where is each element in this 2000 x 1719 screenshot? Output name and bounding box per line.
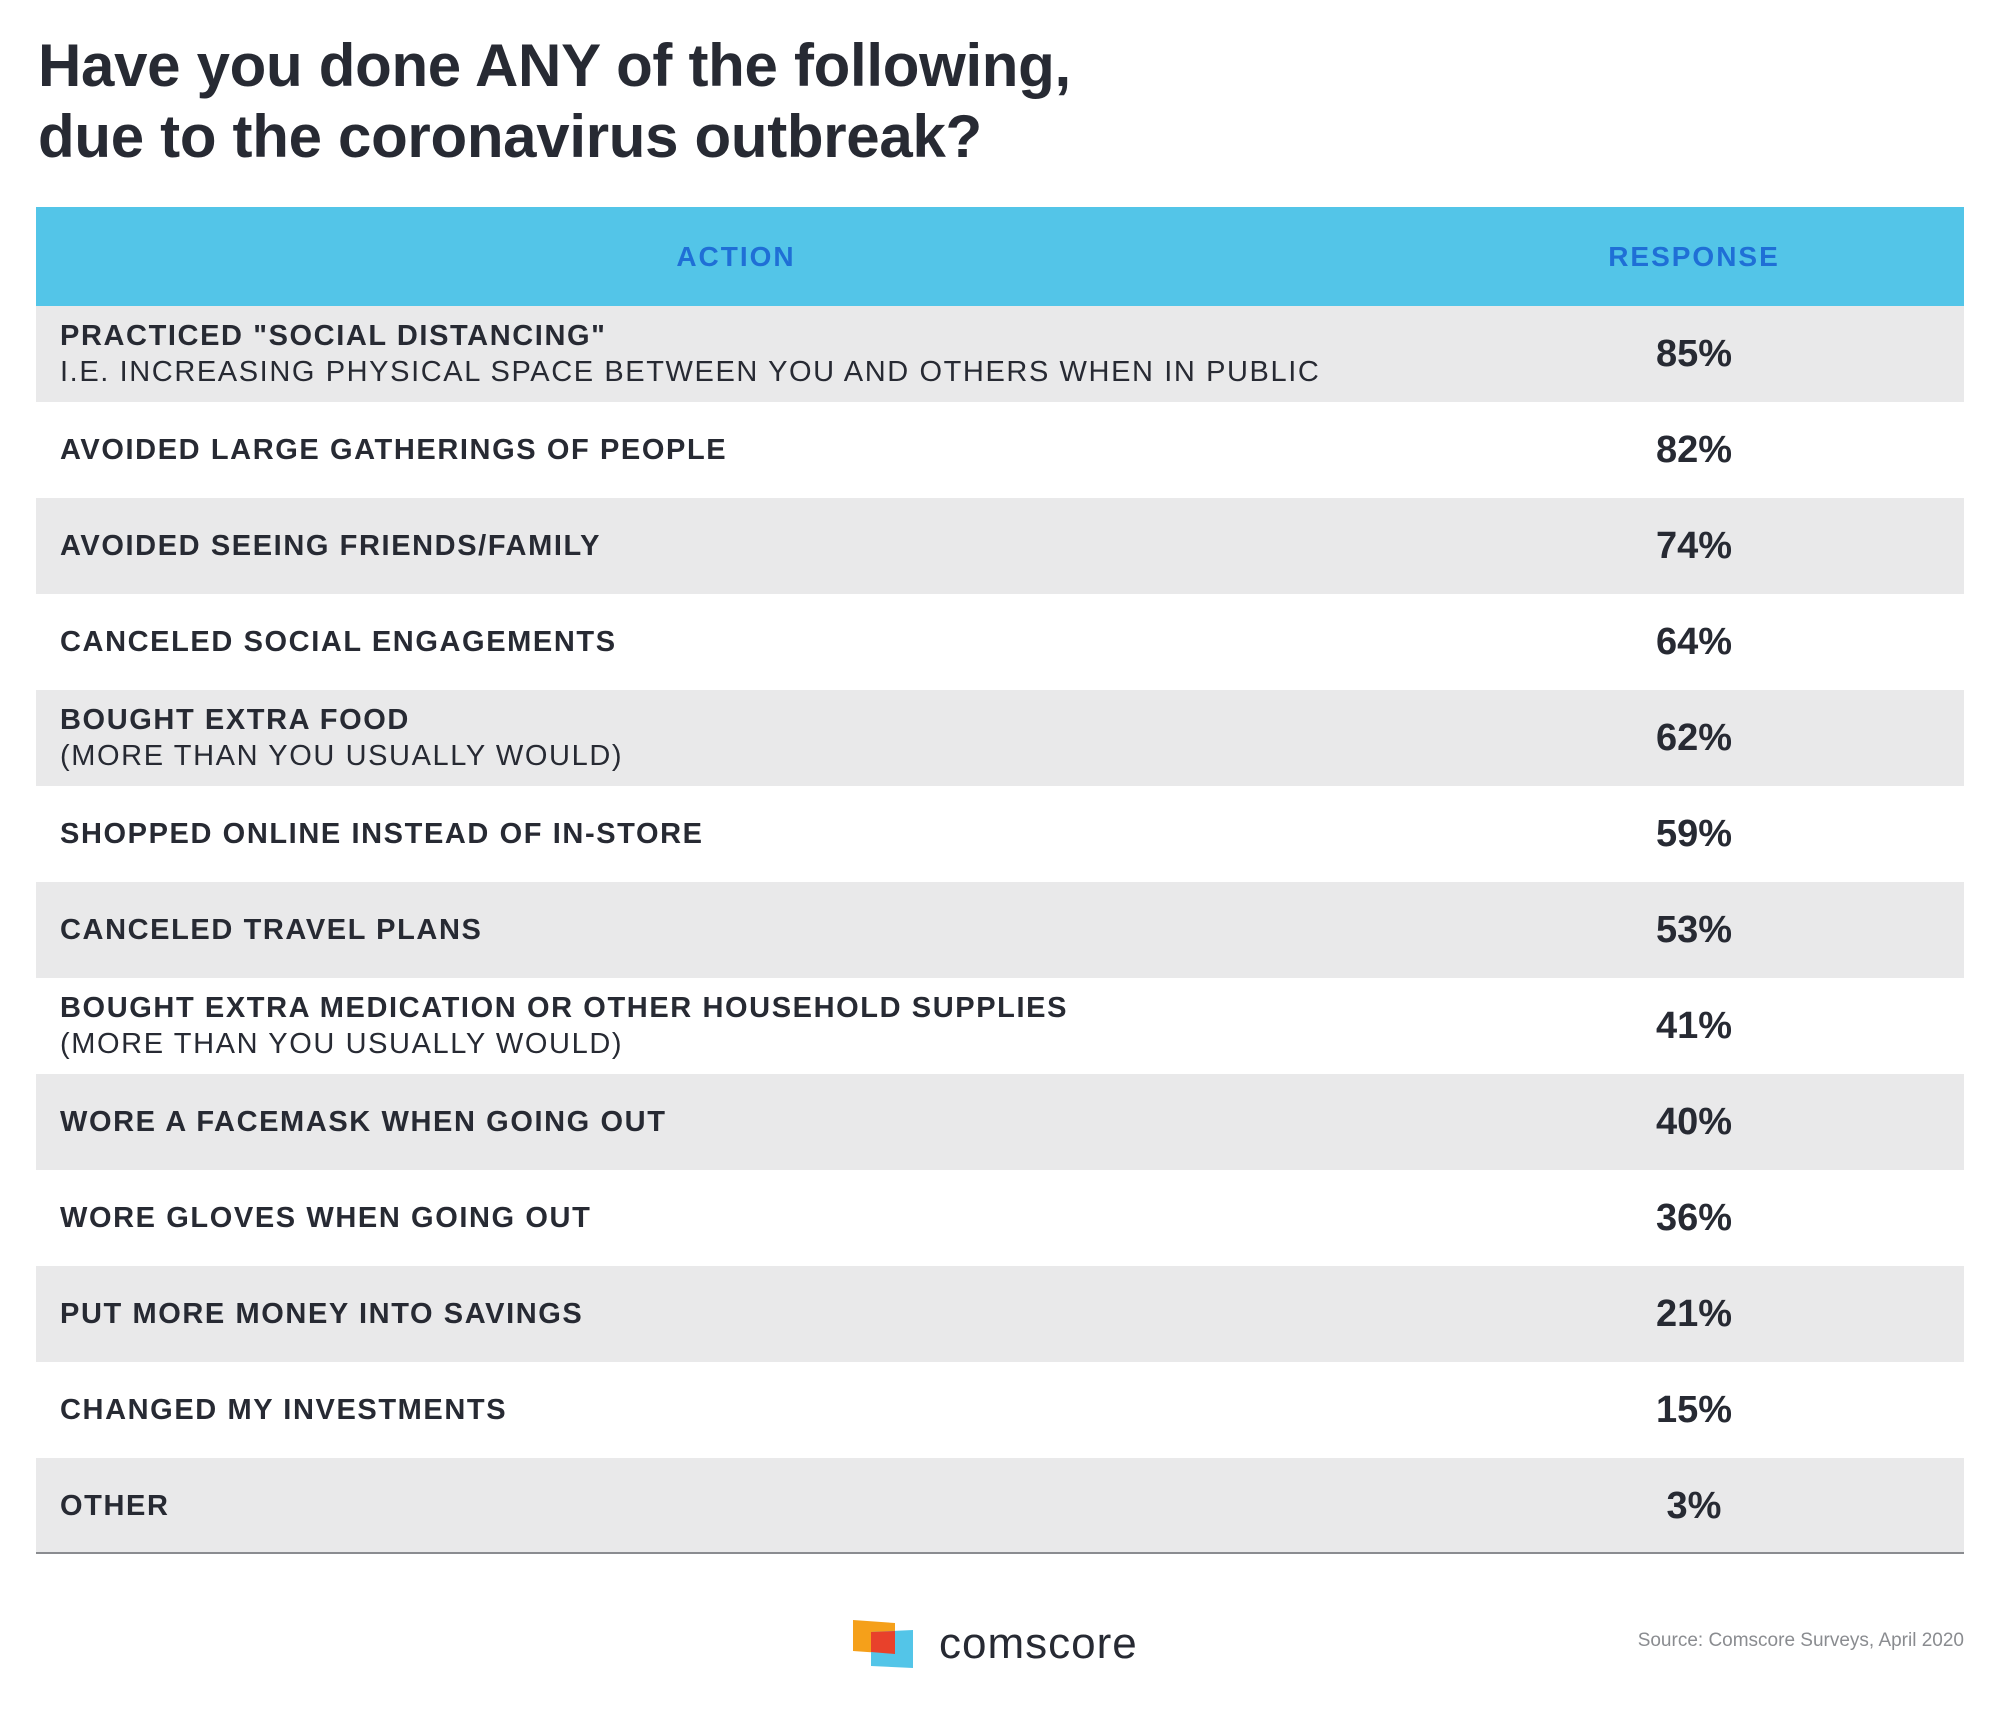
action-cell: AVOIDED LARGE GATHERINGS OF PEOPLE	[60, 402, 727, 498]
column-header-response: RESPONSE	[1608, 241, 1780, 272]
action-cell: WORE A FACEMASK WHEN GOING OUT	[60, 1074, 667, 1170]
table-body: PRACTICED "SOCIAL DISTANCING" I.E. INCREA…	[36, 306, 1964, 1554]
action-label: CANCELED TRAVEL PLANS	[60, 914, 483, 946]
table-row: BOUGHT EXTRA FOOD (MORE THAN YOU USUALLY …	[36, 690, 1964, 786]
action-label: PUT MORE MONEY INTO SAVINGS	[60, 1298, 584, 1330]
response-value: 41%	[1655, 1005, 1733, 1047]
column-header-action: ACTION	[676, 241, 796, 272]
action-cell: OTHER	[60, 1458, 170, 1554]
table-row: WORE GLOVES WHEN GOING OUT 36%	[36, 1170, 1964, 1266]
table-row: PUT MORE MONEY INTO SAVINGS 21%	[36, 1266, 1964, 1362]
action-label: AVOIDED SEEING FRIENDS/FAMILY	[60, 530, 602, 562]
action-label: SHOPPED ONLINE INSTEAD OF IN-STORE	[60, 818, 704, 850]
action-cell: CANCELED TRAVEL PLANS	[60, 882, 482, 978]
title-line-2: due to the coronavirus outbreak?	[38, 103, 982, 170]
table-bottom-rule	[36, 1552, 1964, 1554]
survey-table: ACTION RESPONSE PRACTICED "SOCIAL DISTAN…	[36, 207, 1964, 1554]
table-row: WORE A FACEMASK WHEN GOING OUT 40%	[36, 1074, 1964, 1170]
response-value: 82%	[1655, 429, 1733, 471]
table-row: PRACTICED "SOCIAL DISTANCING" I.E. INCREA…	[36, 306, 1964, 402]
table-row: CHANGED MY INVESTMENTS 15%	[36, 1362, 1964, 1458]
table-row: AVOIDED LARGE GATHERINGS OF PEOPLE 82%	[36, 402, 1964, 498]
action-cell: AVOIDED SEEING FRIENDS/FAMILY	[60, 498, 601, 594]
action-label: BOUGHT EXTRA MEDICATION OR OTHER HOUSEHO…	[60, 992, 1069, 1024]
title-line-1: Have you done ANY of the following,	[38, 32, 1071, 99]
action-cell: SHOPPED ONLINE INSTEAD OF IN-STORE	[60, 786, 704, 882]
action-cell: BOUGHT EXTRA FOOD (MORE THAN YOU USUALLY …	[60, 690, 623, 786]
action-label: OTHER	[60, 1490, 170, 1522]
table-row: SHOPPED ONLINE INSTEAD OF IN-STORE 59%	[36, 786, 1964, 882]
table-row: CANCELED TRAVEL PLANS 53%	[36, 882, 1964, 978]
response-value: 85%	[1655, 333, 1733, 375]
response-value: 62%	[1655, 717, 1733, 759]
response-value: 15%	[1655, 1389, 1733, 1431]
source-note: Source: Comscore Surveys, April 2020	[1637, 1630, 1964, 1651]
response-value: 21%	[1655, 1293, 1733, 1335]
action-detail: (MORE THAN YOU USUALLY WOULD)	[60, 1028, 624, 1060]
action-label: BOUGHT EXTRA FOOD	[60, 704, 410, 736]
action-cell: BOUGHT EXTRA MEDICATION OR OTHER HOUSEHO…	[60, 978, 1068, 1074]
action-detail: (MORE THAN YOU USUALLY WOULD)	[60, 740, 624, 772]
table-row: BOUGHT EXTRA MEDICATION OR OTHER HOUSEHO…	[36, 978, 1964, 1074]
action-label: WORE GLOVES WHEN GOING OUT	[60, 1202, 592, 1234]
action-label: CANCELED SOCIAL ENGAGEMENTS	[60, 626, 617, 658]
logo-wordmark: comscore	[939, 1619, 1138, 1668]
comscore-logo-icon	[853, 1620, 913, 1668]
response-value: 36%	[1655, 1197, 1733, 1239]
comscore-logo: comscore	[851, 1618, 1138, 1670]
action-label: CHANGED MY INVESTMENTS	[60, 1394, 508, 1426]
table-row: CANCELED SOCIAL ENGAGEMENTS 64%	[36, 594, 1964, 690]
response-value: 3%	[1666, 1485, 1722, 1527]
response-value: 59%	[1655, 813, 1733, 855]
response-value: 74%	[1655, 525, 1733, 567]
action-label: AVOIDED LARGE GATHERINGS OF PEOPLE	[60, 434, 728, 466]
table-row: AVOIDED SEEING FRIENDS/FAMILY 74%	[36, 498, 1964, 594]
action-cell: PRACTICED "SOCIAL DISTANCING" I.E. INCREA…	[60, 306, 1320, 402]
table-row: OTHER 3%	[36, 1458, 1964, 1554]
response-value: 40%	[1655, 1101, 1733, 1143]
response-value: 64%	[1655, 621, 1733, 663]
action-cell: CHANGED MY INVESTMENTS	[60, 1362, 507, 1458]
page-title: Have you done ANY of the following, due …	[38, 30, 1071, 172]
action-cell: PUT MORE MONEY INTO SAVINGS	[60, 1266, 583, 1362]
action-cell: CANCELED SOCIAL ENGAGEMENTS	[60, 594, 617, 690]
action-label: PRACTICED "SOCIAL DISTANCING"	[60, 320, 607, 352]
table-header: ACTION RESPONSE	[36, 207, 1964, 306]
response-value: 53%	[1655, 909, 1733, 951]
action-cell: WORE GLOVES WHEN GOING OUT	[60, 1170, 591, 1266]
action-label: WORE A FACEMASK WHEN GOING OUT	[60, 1106, 667, 1138]
action-detail: I.E. INCREASING PHYSICAL SPACE BETWEEN Y…	[60, 356, 1321, 388]
